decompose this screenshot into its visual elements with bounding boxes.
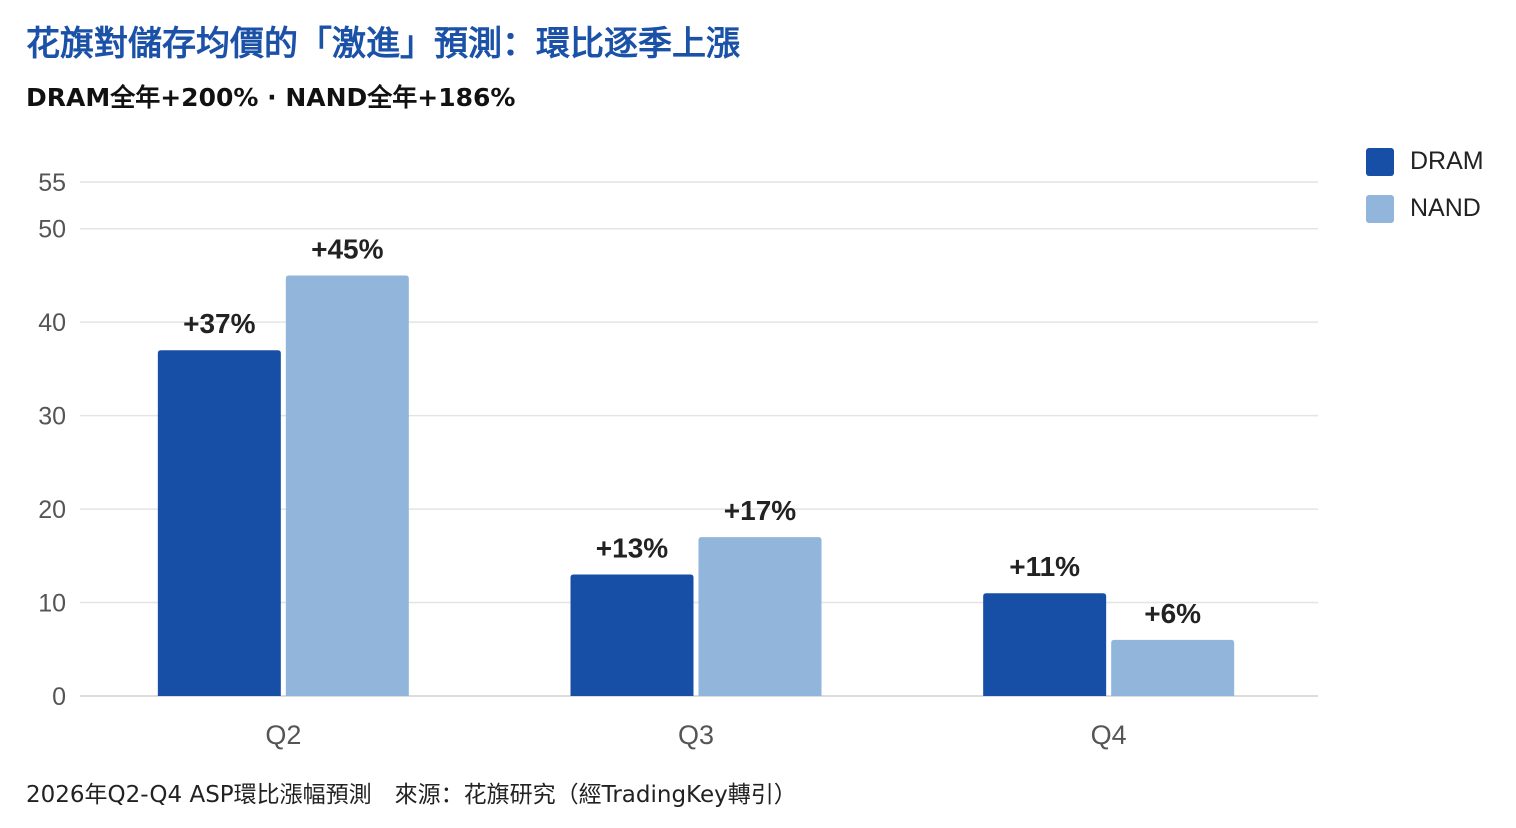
x-axis-ticks: Q2 Q3 Q4 (265, 720, 1126, 750)
legend-swatch-nand (1366, 194, 1394, 223)
legend-item-nand[interactable]: NAND (1366, 185, 1484, 232)
legend-item-dram[interactable]: DRAM (1366, 138, 1484, 185)
bar-nand-q4 (1111, 639, 1235, 696)
x-tick-q4: Q4 (1091, 720, 1127, 750)
data-label-dram-q3: +13% (596, 533, 668, 564)
chart-title: 花旗對儲存均價的「激進」預測：環比逐季上漲 (26, 24, 740, 64)
y-tick-55: 55 (38, 169, 66, 197)
legend-swatch-dram (1366, 147, 1394, 176)
x-tick-q2: Q2 (265, 720, 301, 750)
data-label-dram-q4: +11% (1009, 551, 1080, 582)
y-tick-20: 20 (38, 496, 66, 524)
y-tick-10: 10 (38, 590, 66, 618)
data-label-nand-q4: +6% (1144, 598, 1201, 629)
y-tick-0: 0 (52, 683, 66, 711)
y-tick-30: 30 (38, 403, 66, 431)
x-tick-q3: Q3 (678, 720, 714, 750)
legend: DRAM NAND (1366, 138, 1484, 232)
data-label-nand-q2: +45% (311, 233, 383, 264)
bar-nand-q2 (285, 275, 409, 696)
bar-dram-q2 (157, 350, 281, 696)
chart-subtitle: DRAM全年+200% · NAND全年+186% (26, 83, 516, 112)
legend-label-nand: NAND (1410, 194, 1481, 222)
y-axis-ticks: 0 10 20 30 40 50 55 (38, 169, 66, 711)
data-label-dram-q2: +37% (183, 308, 255, 339)
data-label-nand-q3: +17% (724, 495, 796, 526)
bar-dram-q4 (983, 593, 1107, 696)
y-tick-50: 50 (38, 216, 66, 244)
legend-label-dram: DRAM (1410, 147, 1484, 175)
data-labels: +37% +45% +13% +17% +11% +6% (183, 233, 1201, 628)
bar-dram-q3 (570, 574, 694, 696)
bars (157, 275, 1235, 696)
y-tick-40: 40 (38, 309, 66, 337)
source-footnote: 2026年Q2-Q4 ASP環比漲幅預測 來源：花旗研究（經TradingKey… (26, 782, 797, 808)
bar-nand-q3 (698, 537, 822, 696)
